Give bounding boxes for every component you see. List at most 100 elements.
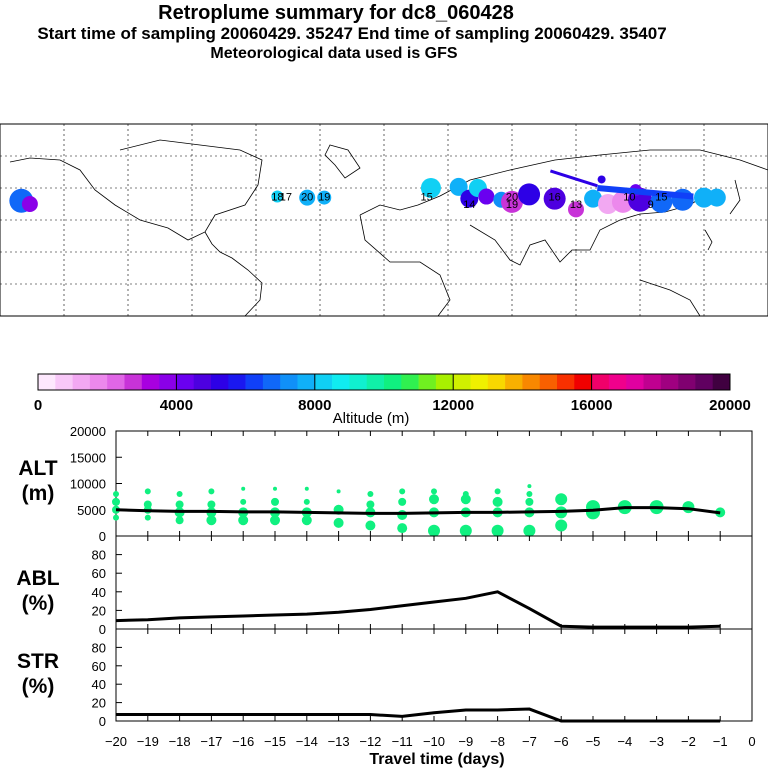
str-y-tick-label: 80: [92, 640, 106, 655]
abl-label: ABL (%): [16, 567, 59, 615]
alt-dot: [491, 524, 504, 537]
colorbar-cell-12: [245, 374, 264, 390]
plume-marker-3: [299, 189, 316, 206]
met-data-line: Meteorological data used is GFS: [210, 45, 458, 62]
map-day-label: 18: [271, 192, 283, 204]
plume-marker-22: [707, 188, 726, 207]
plume-marker-1: [21, 196, 38, 212]
plume-marker-11: [501, 190, 523, 213]
colorbar-tick-label: 20000: [709, 397, 751, 414]
alt-label: ALT (m): [18, 457, 57, 505]
colorbar-cell-38: [695, 374, 713, 390]
x-axis: −20 −19 −18 −17 −16 −15 −14 −13 −12 −11 −10 −9 −8 −7−…: [105, 734, 756, 749]
alt-dot: [526, 491, 533, 497]
x-tick-label: −19: [137, 734, 159, 749]
alt-dot: [428, 524, 440, 537]
plume-marker-6: [449, 177, 468, 196]
map-day-label: 15: [421, 192, 433, 204]
colorbar-cell-30: [557, 374, 575, 390]
altitude-colorbar: [37, 373, 731, 391]
alt-dot: [586, 505, 600, 520]
alt-dot: [112, 497, 120, 506]
colorbar-cell-37: [678, 374, 696, 390]
alt-dot: [208, 488, 215, 495]
map-day-label: 10: [623, 192, 635, 204]
colorbar-cell-5: [124, 374, 143, 390]
x-tick-label: −5: [586, 734, 601, 749]
alt-y-tick-label: 15000: [70, 450, 106, 465]
map-day-label: 20: [506, 192, 518, 204]
x-tick-label: −15: [264, 734, 286, 749]
abl-panel: 0 20 40 60 80: [92, 535, 753, 637]
alt-dot: [301, 515, 312, 526]
x-tick-label: −17: [200, 734, 222, 749]
alt-dot: [175, 500, 184, 509]
alt-dot: [238, 515, 249, 526]
alt-dot: [366, 500, 375, 509]
alt-dot: [336, 489, 341, 494]
alt-dot: [397, 523, 408, 534]
x-tick-label: −6: [554, 734, 569, 749]
colorbar-cell-4: [107, 374, 125, 390]
alt-dot: [175, 516, 184, 525]
x-tick-label: −3: [649, 734, 664, 749]
map-day-label: 13: [570, 199, 582, 211]
colorbar-tick-label: 12000: [432, 397, 474, 414]
plume-marker-14: [568, 201, 584, 218]
x-axis-label: Travel time (days): [369, 751, 504, 768]
x-tick-label: −4: [617, 734, 632, 749]
alt-dot: [397, 510, 408, 520]
colorbar-cell-16: [314, 374, 333, 390]
chart-title: Retroplume summary for dc8_060428: [158, 2, 514, 24]
alt-dot: [367, 491, 374, 497]
x-tick-label: −12: [359, 734, 381, 749]
colorbar-ticks: 0 4000 8000 12000 16000 20000: [34, 374, 751, 414]
colorbar-tick-label: 16000: [571, 397, 613, 414]
x-tick-label: −1: [713, 734, 728, 749]
colorbar-cell-14: [280, 374, 298, 390]
str-y-tick-label: 40: [92, 677, 106, 692]
colorbar-cell-19: [366, 374, 385, 390]
x-tick-label: −13: [328, 734, 350, 749]
colorbar-cell-33: [608, 374, 627, 390]
map-day-label: 17: [280, 192, 292, 204]
plume-marker-12: [518, 183, 541, 206]
plume-marker-9: [478, 188, 495, 205]
alt-dot: [555, 493, 568, 506]
plume-marker-23: [597, 175, 606, 184]
colorbar-cell-2: [72, 374, 91, 390]
str-y-tick-label: 60: [92, 659, 106, 674]
alt-dot: [270, 515, 280, 526]
colorbar-cell-23: [435, 374, 454, 390]
alt-dot: [333, 517, 344, 528]
plume-track-line: [549, 169, 598, 188]
alt-dot: [494, 488, 501, 495]
colorbar-cell-7: [159, 374, 177, 390]
x-tick-label: −16: [232, 734, 254, 749]
str-label: STR (%): [17, 650, 59, 698]
colorbar-cell-13: [262, 374, 281, 390]
colorbar-cell-8: [176, 374, 194, 390]
colorbar-cell-1: [55, 374, 73, 390]
colorbar-cell-18: [349, 374, 367, 390]
x-tick-label: 0: [748, 734, 755, 749]
colorbar-tick-label: 4000: [160, 397, 193, 414]
abl-y-tick-label: 40: [92, 585, 106, 600]
map-day-label: 20: [301, 192, 313, 204]
str-y-tick-label: 0: [99, 714, 106, 729]
map-day-label: 14: [463, 199, 475, 211]
colorbar-cell-3: [89, 374, 108, 390]
colorbar-cell-26: [487, 374, 506, 390]
alt-dot: [399, 488, 406, 495]
colorbar-cell-21: [401, 374, 419, 390]
map-day-label: 16: [549, 192, 561, 204]
alt-dot: [525, 497, 534, 506]
alt-dot: [492, 496, 503, 507]
colorbar-cell-10: [211, 374, 229, 390]
x-tick-label: −20: [105, 734, 127, 749]
colorbar-cell-24: [453, 374, 471, 390]
colorbar-cell-34: [626, 374, 644, 390]
plume-marker-21: [694, 187, 714, 208]
